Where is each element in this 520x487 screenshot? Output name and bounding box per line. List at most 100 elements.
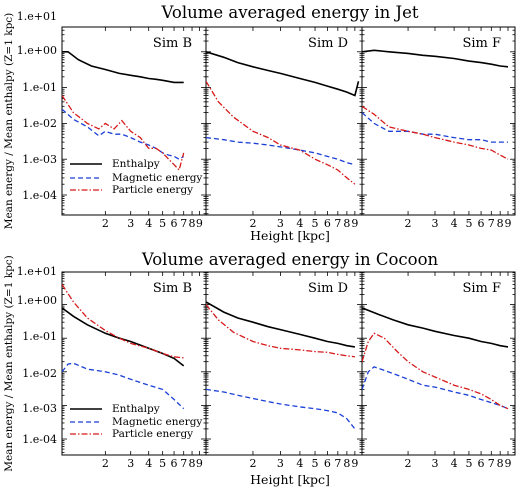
panel-lines (362, 49, 509, 160)
panel-label: Sim F (462, 36, 501, 51)
y-tick-label: 1.e-01 (22, 330, 57, 343)
y-tick-label: 1.e-01 (22, 81, 57, 94)
x-tick-label: 6 (478, 457, 485, 470)
panel-label: Sim B (153, 36, 192, 51)
x-tick-label: 4 (145, 217, 152, 230)
chart-title: Volume averaged energy in Cocoon (141, 250, 439, 269)
x-tick-label: 2 (102, 457, 109, 470)
series-line-particle-energy (62, 95, 185, 172)
legend-label: Enthalpy (112, 158, 160, 170)
y-tick-label: 1.e+00 (17, 44, 57, 57)
panel-frame (205, 26, 363, 216)
x-tick-label: 6 (171, 457, 178, 470)
x-tick-label: 5 (159, 457, 166, 470)
series-line-particle-energy (206, 80, 356, 185)
y-axis-label: Mean energy / Mean enthalpy (Z=1 kpc) (3, 255, 15, 472)
panel-sim-f: 2 3 4 5 6 7 8 9 Sim F (361, 26, 516, 230)
series-line-particle-energy (362, 105, 509, 160)
series-line-particle-energy (206, 304, 355, 358)
x-tick-label: 5 (159, 217, 166, 230)
panel-frame (205, 271, 363, 456)
x-tick-label: 4 (296, 217, 303, 230)
panel-sim-f: 2 3 4 5 6 7 8 9 Sim F (361, 271, 516, 470)
x-tick-label: 4 (296, 457, 303, 470)
x-tick-label: 7 (334, 217, 341, 230)
x-tick-label: 9 (504, 457, 511, 470)
panel-lines (206, 51, 360, 185)
x-tick-label: 4 (451, 457, 458, 470)
y-tick-label: 1.e-03 (22, 153, 57, 166)
legend-label: Particle energy (112, 428, 193, 440)
x-tick-label: 5 (465, 217, 472, 230)
chart-section-0: Volume averaged energy in Jet Mean energy… (3, 3, 516, 243)
panel-sim-d: 2 3 4 5 6 7 8 9 Sim D (205, 271, 363, 470)
x-tick-label: 8 (189, 457, 196, 470)
panel-lines (62, 50, 185, 172)
panel-label: Sim D (308, 281, 348, 296)
series-line-particle-energy (362, 332, 509, 410)
panel-frame (361, 26, 516, 216)
y-tick-label: 1.e-03 (22, 402, 57, 415)
series-line-enthalpy (206, 51, 360, 97)
panel-lines (62, 284, 185, 410)
x-tick-label: 6 (171, 217, 178, 230)
chart-section-1: Volume averaged energy in Cocoon Mean ene… (3, 250, 516, 487)
series-line-magnetic-energy (206, 388, 356, 430)
panel-label: Sim B (153, 281, 192, 296)
x-tick-label: 7 (180, 457, 187, 470)
x-tick-label: 9 (504, 217, 511, 230)
y-tick-label: 1.e-02 (22, 367, 57, 380)
x-tick-label: 3 (127, 217, 134, 230)
x-tick-label: 9 (351, 457, 358, 470)
series-line-enthalpy (62, 50, 184, 84)
x-tick-label: 2 (249, 217, 256, 230)
x-tick-label: 3 (431, 217, 438, 230)
x-tick-label: 8 (343, 457, 350, 470)
chart-title: Volume averaged energy in Jet (160, 3, 418, 22)
series-line-magnetic-energy (362, 366, 509, 410)
x-tick-label: 8 (343, 217, 350, 230)
series-line-enthalpy (62, 307, 185, 367)
x-tick-label: 4 (145, 457, 152, 470)
x-tick-label: 9 (196, 457, 203, 470)
x-tick-label: 5 (465, 457, 472, 470)
y-tick-label: 1.e+00 (17, 294, 57, 307)
x-tick-label: 2 (405, 457, 412, 470)
x-tick-label: 6 (324, 457, 331, 470)
series-line-magnetic-energy (62, 108, 185, 160)
panel-sim-d: 2 3 4 5 6 7 8 9 Sim D (205, 26, 363, 230)
x-tick-label: 9 (196, 217, 203, 230)
x-tick-label: 3 (431, 457, 438, 470)
legend-label: Magnetic energy (112, 416, 202, 428)
x-tick-label: 7 (334, 457, 341, 470)
legend-label: Magnetic energy (112, 172, 202, 184)
x-tick-label: 3 (127, 457, 134, 470)
x-tick-label: 7 (180, 217, 187, 230)
series-line-particle-energy (62, 284, 184, 359)
x-tick-label: 2 (249, 457, 256, 470)
y-tick-label: 1.e-04 (22, 189, 57, 202)
x-tick-label: 7 (488, 217, 495, 230)
panel-frame (361, 271, 516, 456)
x-tick-label: 8 (497, 457, 504, 470)
y-tick-label: 1.e+01 (17, 10, 57, 23)
x-tick-label: 8 (189, 217, 196, 230)
x-tick-label: 2 (405, 217, 412, 230)
panel-label: Sim D (308, 36, 348, 51)
panel-label: Sim F (462, 281, 501, 296)
legend-label: Particle energy (112, 184, 193, 196)
y-axis-label: Mean energy / Mean enthalpy (Z=1 kpc) (3, 13, 15, 230)
x-tick-label: 3 (277, 457, 284, 470)
series-line-magnetic-energy (206, 136, 356, 166)
x-tick-label: 2 (102, 217, 109, 230)
x-axis-label: Height [kpc] (250, 472, 330, 487)
panel-lines (206, 301, 356, 430)
series-line-enthalpy (362, 49, 509, 68)
y-tick-label: 1.e-02 (22, 117, 57, 130)
x-tick-label: 6 (324, 217, 331, 230)
x-axis-label: Height [kpc] (250, 228, 330, 243)
series-line-magnetic-energy (62, 362, 185, 410)
